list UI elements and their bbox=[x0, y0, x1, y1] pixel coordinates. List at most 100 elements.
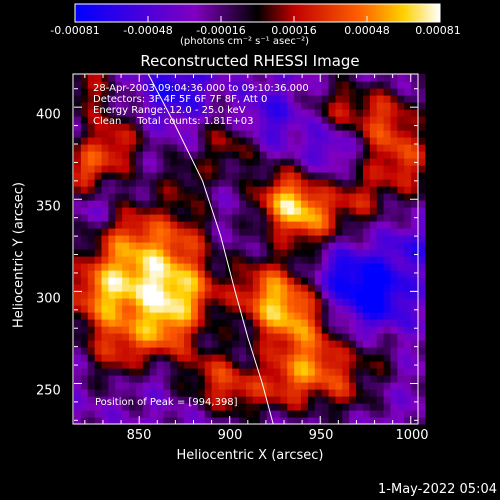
heatmap-cell bbox=[80, 235, 89, 243]
heatmap-cell bbox=[108, 333, 116, 341]
heatmap-cell bbox=[328, 207, 337, 215]
heatmap-cell bbox=[142, 333, 151, 341]
heatmap-cell bbox=[383, 214, 392, 222]
heatmap-cell bbox=[294, 102, 302, 110]
heatmap-cell bbox=[335, 270, 343, 278]
heatmap-cell bbox=[115, 396, 123, 404]
heatmap-cell bbox=[301, 340, 309, 348]
heatmap-cell bbox=[74, 333, 82, 341]
heatmap-cell bbox=[163, 102, 171, 110]
heatmap-cell bbox=[101, 158, 109, 166]
heatmap-cell bbox=[280, 242, 288, 250]
heatmap-cell bbox=[266, 172, 275, 180]
heatmap-cell bbox=[301, 130, 309, 138]
heatmap-cell bbox=[342, 179, 350, 187]
heatmap-cell bbox=[218, 81, 226, 89]
heatmap-cell bbox=[142, 102, 151, 110]
heatmap-cell bbox=[301, 144, 309, 152]
heatmap-cell bbox=[287, 221, 295, 229]
heatmap-cell bbox=[135, 193, 144, 201]
heatmap-cell bbox=[170, 144, 178, 152]
heatmap-cell bbox=[115, 151, 123, 159]
heatmap-cell bbox=[115, 417, 123, 425]
heatmap-cell bbox=[101, 256, 109, 264]
heatmap-cell bbox=[342, 396, 350, 404]
heatmap-cell bbox=[349, 375, 357, 383]
heatmap-cell bbox=[239, 123, 247, 131]
heatmap-cell bbox=[383, 305, 392, 313]
heatmap-cell bbox=[149, 326, 158, 334]
heatmap-cell bbox=[94, 123, 103, 131]
heatmap-cell bbox=[273, 361, 281, 369]
heatmap-cell bbox=[190, 109, 199, 117]
heatmap-cell bbox=[87, 333, 96, 341]
heatmap-cell bbox=[87, 193, 96, 201]
heatmap-cell bbox=[314, 417, 323, 425]
heatmap-cell bbox=[87, 95, 96, 103]
heatmap-cell bbox=[129, 81, 137, 89]
heatmap-cell bbox=[376, 165, 385, 173]
heatmap-cell bbox=[349, 109, 357, 117]
heatmap-cell bbox=[376, 312, 385, 320]
heatmap-cell bbox=[314, 200, 323, 208]
heatmap-cell bbox=[335, 298, 343, 306]
heatmap-cell bbox=[294, 410, 302, 418]
heatmap-cell bbox=[149, 242, 158, 250]
heatmap-cell bbox=[156, 116, 165, 124]
heatmap-cell bbox=[328, 326, 337, 334]
heatmap-cell bbox=[170, 298, 178, 306]
heatmap-cell bbox=[156, 200, 165, 208]
heatmap-cell bbox=[342, 403, 350, 411]
heatmap-cell bbox=[156, 256, 165, 264]
heatmap-cell bbox=[108, 354, 116, 362]
heatmap-cell bbox=[225, 81, 233, 89]
heatmap-cell bbox=[190, 228, 199, 236]
heatmap-cell bbox=[211, 214, 220, 222]
heatmap-cell bbox=[190, 326, 199, 334]
heatmap-cell bbox=[259, 312, 268, 320]
heatmap-cell bbox=[142, 417, 151, 425]
heatmap-cell bbox=[294, 158, 302, 166]
heatmap-cell bbox=[170, 109, 178, 117]
heatmap-cell bbox=[321, 144, 330, 152]
heatmap-cell bbox=[418, 81, 426, 89]
heatmap-cell bbox=[156, 144, 165, 152]
heatmap-cell bbox=[80, 326, 89, 334]
heatmap-cell bbox=[129, 319, 137, 327]
heatmap-cell bbox=[170, 116, 178, 124]
heatmap-cell bbox=[390, 305, 398, 313]
heatmap-cell bbox=[376, 179, 385, 187]
heatmap-cell bbox=[129, 102, 137, 110]
detectors: Detectors: 3F 4F 5F 6F 7F 8F, Att 0 bbox=[93, 94, 268, 105]
heatmap-cell bbox=[108, 214, 116, 222]
heatmap-cell bbox=[204, 340, 213, 348]
heatmap-cell bbox=[287, 144, 295, 152]
heatmap-cell bbox=[266, 417, 275, 425]
heatmap-cell bbox=[301, 249, 309, 257]
heatmap-cell bbox=[239, 263, 247, 271]
heatmap-cell bbox=[122, 256, 130, 264]
heatmap-cell bbox=[314, 172, 323, 180]
heatmap-cell bbox=[342, 326, 350, 334]
heatmap-cell bbox=[197, 403, 206, 411]
heatmap-cell bbox=[418, 165, 426, 173]
heatmap-cell bbox=[404, 144, 412, 152]
heatmap-cell bbox=[122, 200, 130, 208]
heatmap-cell bbox=[335, 207, 343, 215]
heatmap-cell bbox=[184, 221, 192, 229]
heatmap-cell bbox=[397, 74, 405, 82]
heatmap-cell bbox=[328, 116, 337, 124]
heatmap-cell bbox=[328, 109, 337, 117]
heatmap-cell bbox=[225, 249, 233, 257]
heatmap-cell bbox=[362, 207, 371, 215]
heatmap-cell bbox=[197, 312, 206, 320]
heatmap-cell bbox=[314, 186, 323, 194]
heatmap-cell bbox=[404, 102, 412, 110]
heatmap-cell bbox=[397, 249, 405, 257]
heatmap-cell bbox=[184, 298, 192, 306]
heatmap-cell bbox=[94, 340, 103, 348]
heatmap-cell bbox=[356, 88, 364, 96]
heatmap-cell bbox=[349, 256, 357, 264]
heatmap-cell bbox=[390, 137, 398, 145]
heatmap-cell bbox=[307, 291, 316, 299]
